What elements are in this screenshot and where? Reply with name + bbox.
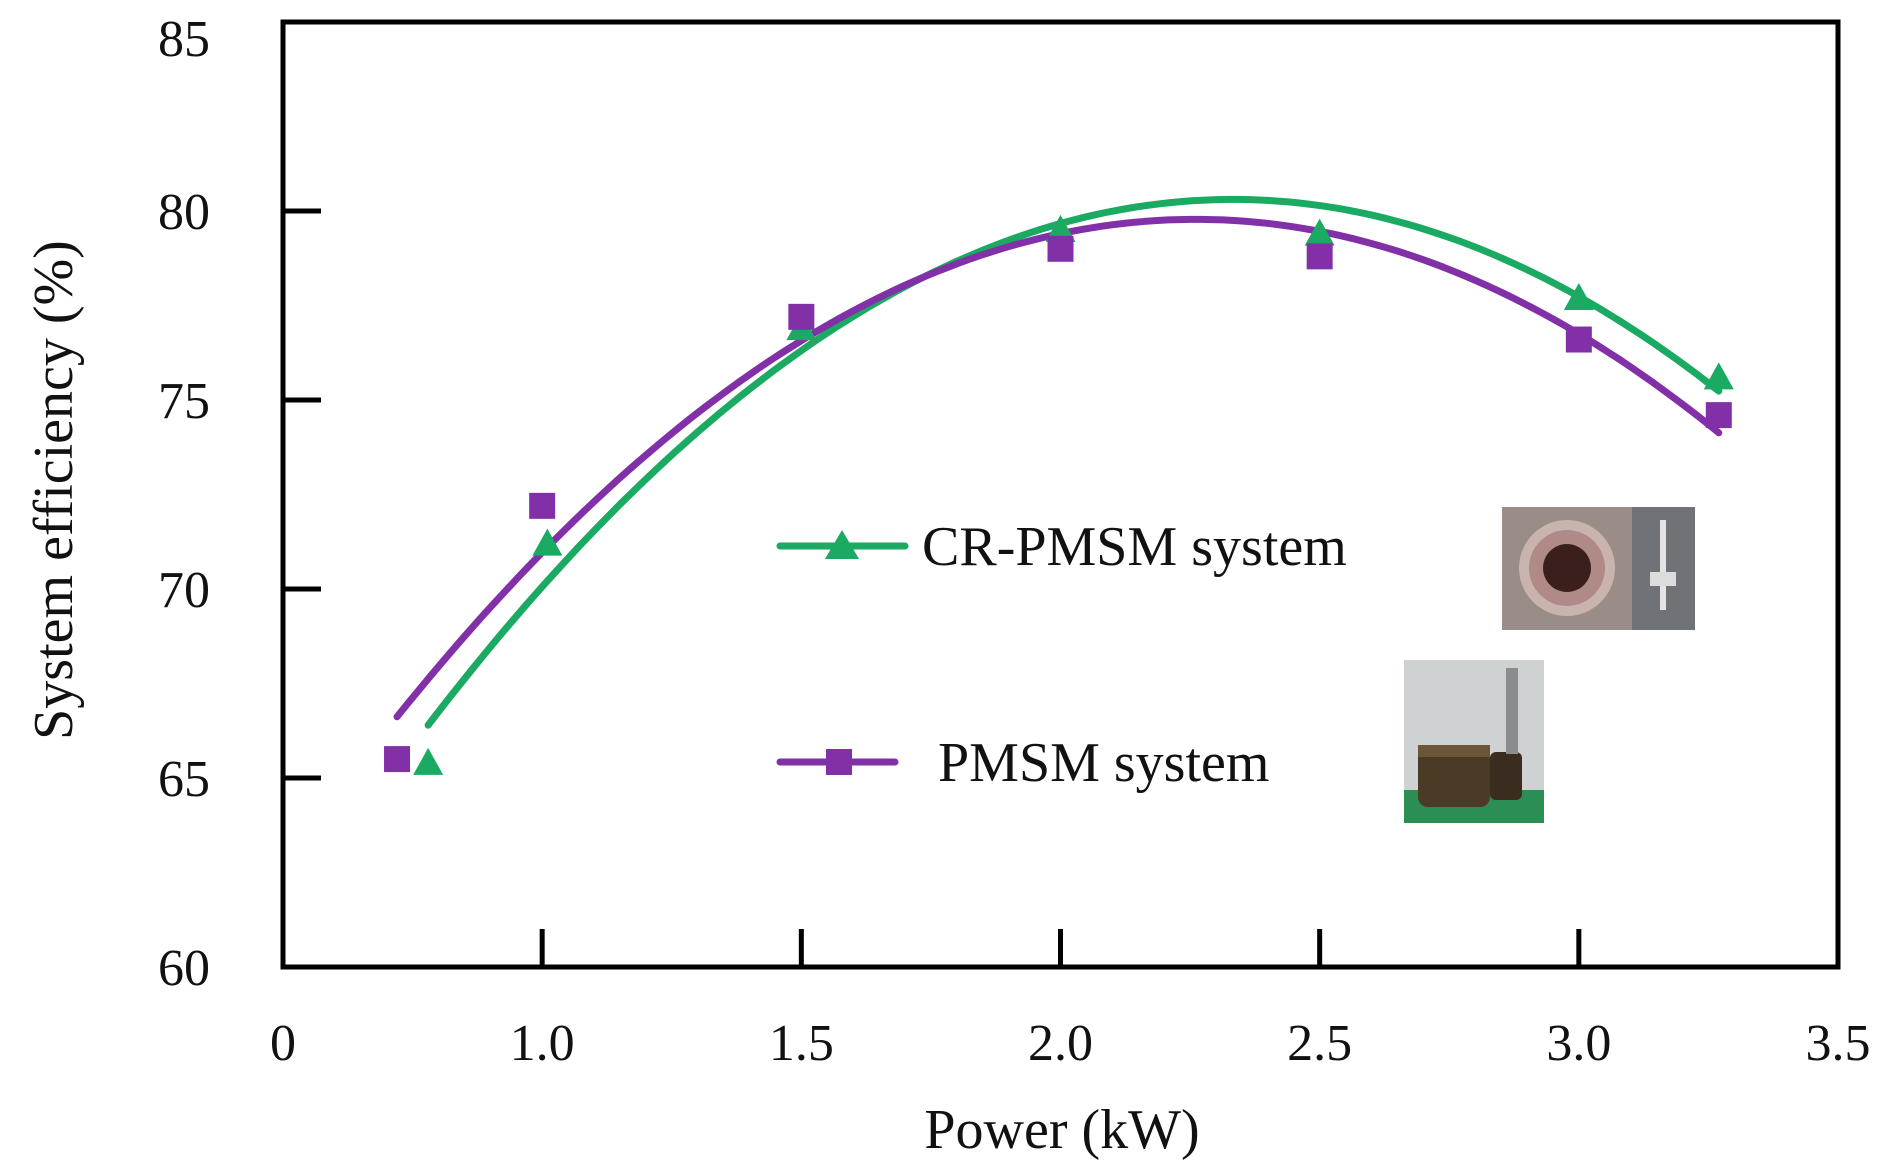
data-point-cr-pmsm-system <box>532 528 563 556</box>
data-point-cr-pmsm-system <box>1304 218 1335 246</box>
series-line-cr-pmsm-system <box>424 195 1723 729</box>
y-tick-label: 60 <box>158 940 210 997</box>
data-point-pmsm-system <box>1705 402 1732 429</box>
y-axis-title: System efficiency (%) <box>23 240 85 740</box>
series-curves <box>393 195 1723 729</box>
y-tick-labels: 60 65 70 75 80 85 <box>158 11 210 997</box>
x-tick-label: 3.5 <box>1806 1015 1871 1072</box>
data-point-pmsm-system <box>1306 243 1333 270</box>
y-tick-label: 65 <box>158 751 210 808</box>
legend-marker-cr-pmsm <box>825 530 859 559</box>
x-tick-label: 1.0 <box>510 1015 575 1072</box>
data-point-cr-pmsm-system <box>413 747 444 775</box>
x-tick-label: 0 <box>270 1015 296 1072</box>
series-line-pmsm-system <box>393 215 1723 721</box>
data-point-pmsm-system <box>384 746 411 773</box>
legend: CR-PMSM system PMSM system <box>776 507 1695 823</box>
legend-marker-pmsm <box>826 749 852 775</box>
data-point-cr-pmsm-system <box>1703 362 1734 390</box>
data-point-pmsm-system <box>788 303 815 330</box>
x-tick-label: 1.5 <box>769 1015 834 1072</box>
x-tick-label: 3.0 <box>1546 1015 1611 1072</box>
x-tick-label: 2.5 <box>1287 1015 1352 1072</box>
legend-label-pmsm: PMSM system <box>938 732 1269 794</box>
data-point-cr-pmsm-system <box>1045 214 1076 242</box>
series-markers <box>384 214 1734 775</box>
plot-frame <box>280 19 1841 970</box>
x-tick-labels: 0 1.0 1.5 2.0 2.5 3.0 3.5 <box>270 1015 1871 1072</box>
y-tick-label: 80 <box>158 184 210 241</box>
motor-photo <box>1404 660 1544 823</box>
y-tick-label: 75 <box>158 373 210 430</box>
y-tick-label: 70 <box>158 562 210 619</box>
data-point-pmsm-system <box>529 492 556 519</box>
data-point-pmsm-system <box>1565 326 1592 353</box>
y-tick-label: 85 <box>158 11 210 68</box>
x-tick-label: 2.0 <box>1028 1015 1093 1072</box>
data-point-pmsm-system <box>1047 235 1074 262</box>
x-axis-title: Power (kW) <box>924 1099 1199 1161</box>
tick-marks <box>283 208 1582 967</box>
rotor-photo <box>1502 507 1695 630</box>
legend-label-cr-pmsm: CR-PMSM system <box>922 516 1347 578</box>
data-point-cr-pmsm-system <box>1563 282 1594 310</box>
